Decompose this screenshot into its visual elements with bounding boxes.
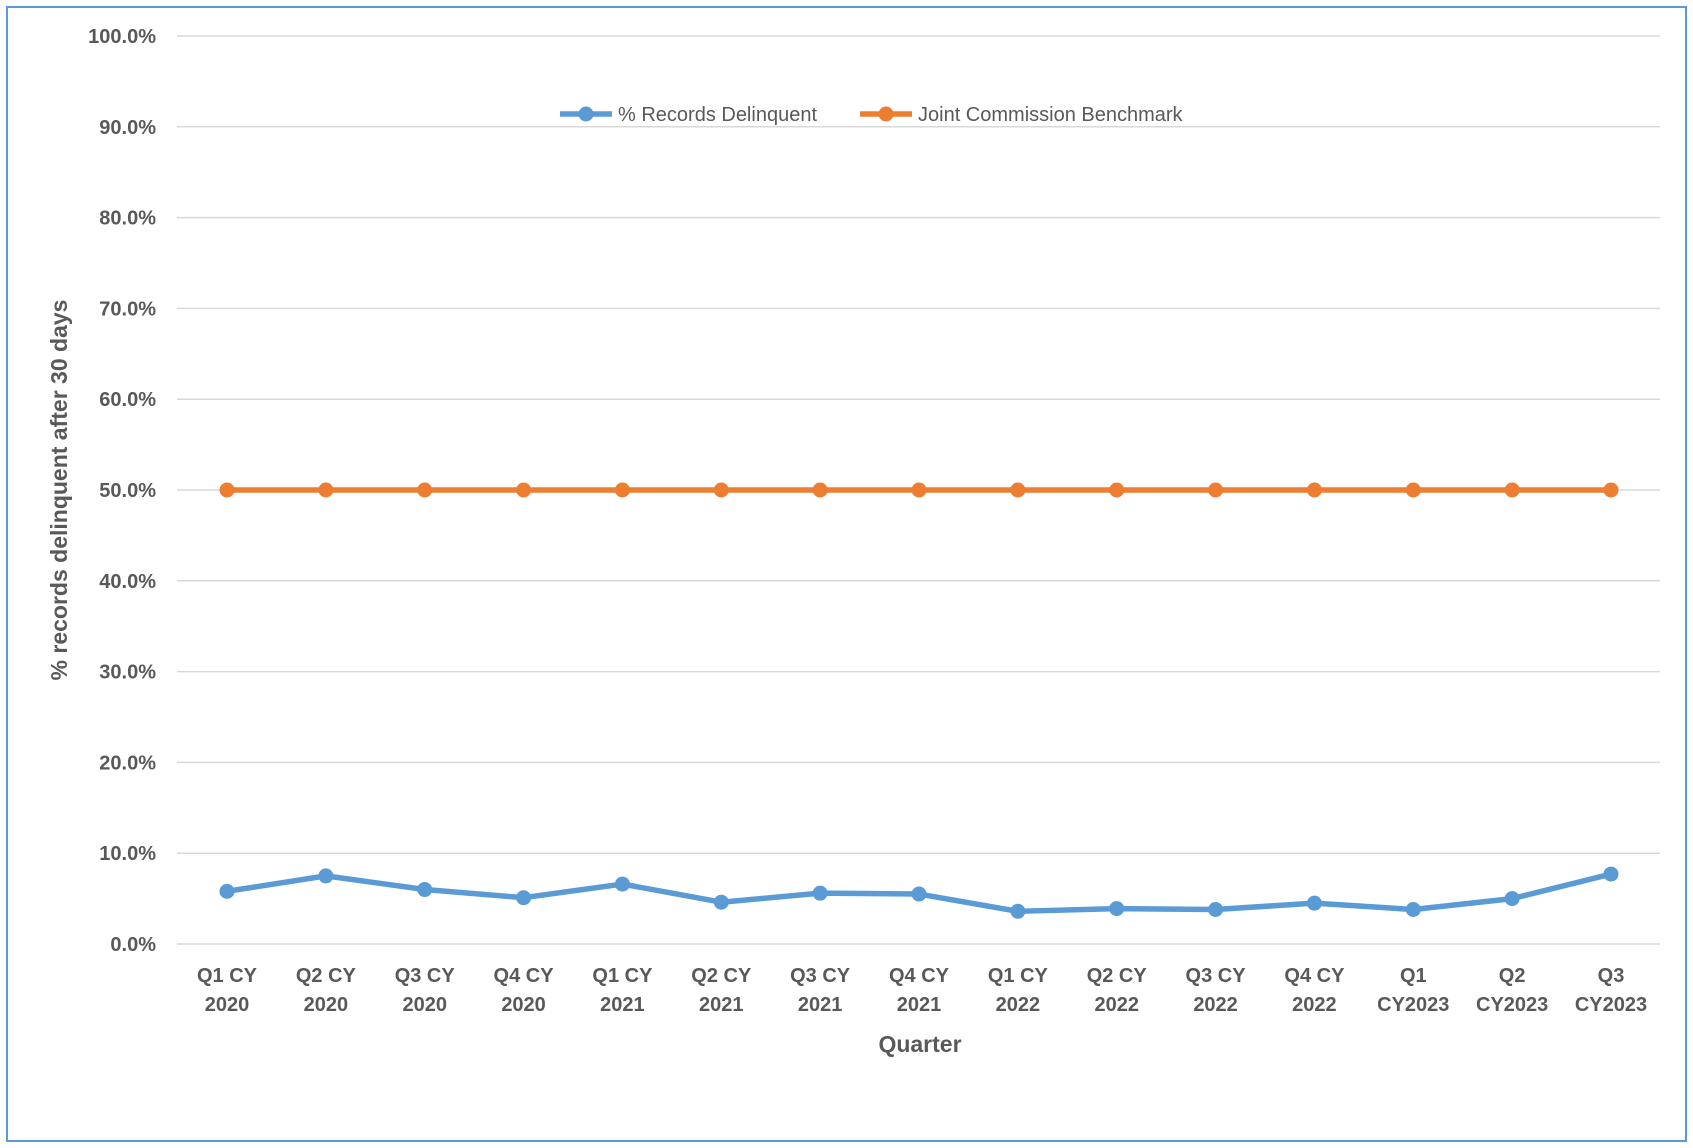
data-point [713,482,729,498]
y-tick-label: 70.0% [99,298,156,320]
series-layer [219,482,1619,919]
data-point [1405,482,1421,498]
x-tick-label: Q1 CY2023 [1377,965,1449,1016]
legend: % Records Delinquent Joint Commission Ben… [560,104,1184,126]
data-point [516,890,532,906]
data-point [417,482,433,498]
x-tick-label: Q1 CY 2021 [592,965,653,1016]
x-tick-label: Q4 CY 2022 [1284,965,1345,1016]
x-tick-label: Q3 CY 2020 [395,965,456,1016]
x-tick-label: Q4 CY 2021 [889,965,950,1016]
y-tick-label: 40.0% [99,571,156,593]
y-tick-label: 50.0% [99,480,156,502]
x-tick-label: Q2 CY 2022 [1087,965,1148,1016]
data-point [1603,482,1619,498]
data-point [1109,482,1125,498]
data-point [1603,866,1619,882]
data-point [1208,482,1224,498]
data-point [318,482,334,498]
chart-frame [6,6,1687,1142]
legend-swatch-marker [878,106,894,122]
data-point [1306,895,1322,911]
legend-label: Joint Commission Benchmark [918,104,1184,126]
y-tick-label: 60.0% [99,389,156,411]
data-point [911,886,927,902]
data-point [911,482,927,498]
x-tick-label: Q3 CY 2022 [1186,965,1247,1016]
y-tick-label: 100.0% [88,26,156,48]
y-tick-label: 10.0% [99,843,156,865]
legend-item: % Records Delinquent [560,104,817,126]
data-point [812,885,828,901]
legend-item: Joint Commission Benchmark [860,104,1184,126]
series-joint-commission-benchmark [219,482,1619,498]
x-tick-label: Q2 CY 2021 [691,965,752,1016]
x-tick-label: Q3 CY 2021 [790,965,851,1016]
y-tick-label: 20.0% [99,752,156,774]
y-tick-label: 30.0% [99,662,156,684]
data-point [614,482,630,498]
data-point [1010,903,1026,919]
data-point [219,482,235,498]
data-point [1504,482,1520,498]
x-axis-title: Quarter [878,1031,961,1057]
data-point [417,882,433,898]
y-axis-title: % records delinquent after 30 days [46,300,72,681]
series-records-delinquent [219,866,1619,919]
data-point [219,883,235,899]
y-tick-label: 0.0% [110,934,156,956]
data-point [1405,901,1421,917]
x-axis-ticks: Q1 CY 2020 Q2 CY 2020 Q3 CY 2020 Q4 CY 2020 Q1 C… [197,965,1647,1016]
x-tick-label: Q1 CY 2020 [197,965,258,1016]
y-tick-label: 80.0% [99,208,156,230]
y-axis-ticks: 0.0% 10.0% 20.0% 30.0% 40.0% 50.0% 60.0% 70.0% 8… [88,26,156,956]
legend-swatch-marker [578,106,594,122]
data-point [713,894,729,910]
x-tick-label: Q1 CY 2022 [988,965,1049,1016]
data-point [1208,901,1224,917]
data-point [1306,482,1322,498]
data-point [614,876,630,892]
data-point [1010,482,1026,498]
data-point [318,868,334,884]
data-point [812,482,828,498]
x-tick-label: Q3 CY2023 [1575,965,1647,1016]
x-tick-label: Q2 CY 2020 [296,965,357,1016]
x-tick-label: Q2 CY2023 [1476,965,1548,1016]
data-point [516,482,532,498]
y-tick-label: 90.0% [99,117,156,139]
x-tick-label: Q4 CY 2020 [494,965,555,1016]
data-point [1109,901,1125,917]
data-point [1504,891,1520,907]
legend-label: % Records Delinquent [618,104,817,126]
